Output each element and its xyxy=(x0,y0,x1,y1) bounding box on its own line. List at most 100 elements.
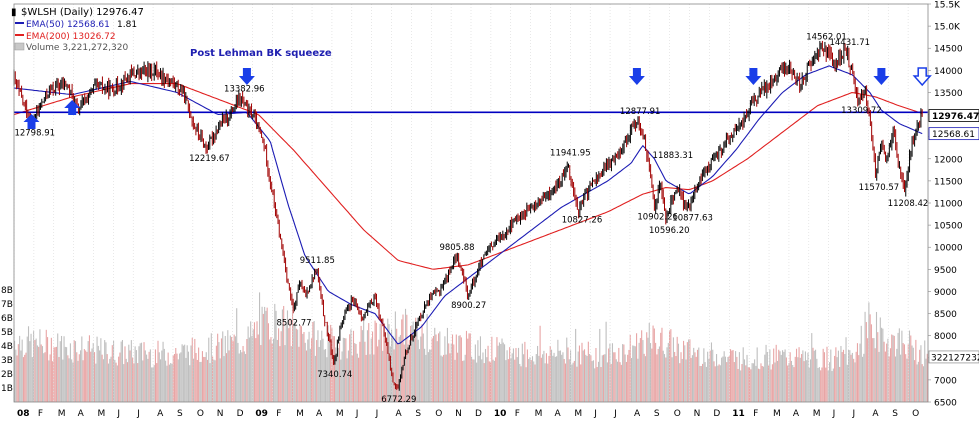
volume-bar xyxy=(865,322,867,402)
volume-bar xyxy=(661,327,663,402)
volume-bar xyxy=(818,367,820,402)
volume-bar xyxy=(97,345,99,402)
volume-bar xyxy=(757,368,759,402)
volume-bar xyxy=(745,365,747,402)
volume-bar xyxy=(717,365,719,402)
volume-bar xyxy=(482,352,484,402)
volume-bar xyxy=(577,351,579,402)
volume-bar xyxy=(624,354,626,402)
volume-bar xyxy=(171,363,173,402)
price-tick-label: 14500 xyxy=(934,45,963,55)
volume-bar xyxy=(422,333,424,402)
volume-bar xyxy=(134,346,136,402)
volume-bar xyxy=(914,360,916,402)
volume-bar xyxy=(869,314,871,402)
ema50-legend: EMA(50) 12568.61 xyxy=(26,20,110,30)
price-tick-label: 9500 xyxy=(934,266,957,276)
volume-bar xyxy=(703,348,705,402)
volume-bar xyxy=(870,324,872,402)
price-tick-label: 14000 xyxy=(934,67,963,77)
volume-bar xyxy=(140,342,143,402)
volume-bar xyxy=(421,324,423,402)
volume-bar xyxy=(837,350,839,402)
volume-bar xyxy=(700,366,702,402)
volume-bar xyxy=(224,335,226,402)
volume-bar xyxy=(236,308,238,402)
volume-bar xyxy=(57,333,59,402)
volume-bar xyxy=(195,353,197,402)
price-annotation: 10596.20 xyxy=(649,226,690,236)
volume-bar xyxy=(463,360,465,402)
volume-bar xyxy=(243,351,245,402)
volume-bar xyxy=(568,359,570,402)
volume-bar xyxy=(217,333,219,402)
volume-bar xyxy=(677,343,680,402)
volume-bar xyxy=(355,344,357,402)
volume-bar xyxy=(341,351,343,402)
volume-bar xyxy=(524,341,526,402)
volume-bar xyxy=(432,335,435,402)
volume-bar xyxy=(886,343,888,402)
volume-legend-swatch xyxy=(14,42,25,51)
volume-bar xyxy=(785,357,787,402)
volume-bar xyxy=(841,352,843,402)
annotations: 12798.91 12219.67 13382.96 8502.77 9511.85 73… xyxy=(14,32,932,405)
volume-bar xyxy=(572,362,574,402)
volume-bar xyxy=(303,332,305,402)
volume-bar xyxy=(374,320,376,402)
volume-bar xyxy=(641,330,643,402)
volume-bar xyxy=(589,354,591,402)
volume-bar xyxy=(425,354,427,402)
volume-bar xyxy=(773,348,775,402)
volume-bar xyxy=(464,354,466,402)
volume-bar xyxy=(669,330,671,402)
volume-bar xyxy=(304,342,306,402)
volume-bar xyxy=(738,352,740,402)
volume-bar xyxy=(265,310,267,402)
volume-bar xyxy=(434,327,436,402)
volume-bar xyxy=(93,352,96,402)
volume-bar xyxy=(783,351,785,402)
volume-bar xyxy=(511,353,513,402)
month-tick-label: F xyxy=(38,409,43,419)
volume-tick-label: 6B xyxy=(1,314,13,324)
volume-bar xyxy=(830,349,832,402)
volume-bar xyxy=(443,354,445,402)
volume-bar xyxy=(359,341,361,402)
volume-bar xyxy=(260,345,262,402)
volume-bar xyxy=(251,336,253,402)
volume-bar xyxy=(231,336,233,402)
price-tick-label: 8000 xyxy=(934,332,957,342)
volume-bar xyxy=(920,345,922,402)
volume-bar xyxy=(663,354,666,402)
volume-bar xyxy=(698,347,700,402)
volume-bar xyxy=(139,343,141,402)
volume-bar xyxy=(62,359,64,402)
volume-bar xyxy=(247,326,249,402)
volume-bar xyxy=(523,354,525,402)
volume-bar xyxy=(587,341,589,402)
volume-bar xyxy=(479,336,481,402)
volume-bar xyxy=(643,353,645,402)
volume-bar xyxy=(396,328,398,402)
month-tick-label: 11 xyxy=(732,409,745,419)
price-annotation: 12219.67 xyxy=(189,154,230,164)
volume-bar xyxy=(793,367,795,402)
volume-bar xyxy=(436,341,438,402)
volume-bar xyxy=(175,347,177,402)
volume-bar xyxy=(317,330,319,402)
volume-bar xyxy=(831,371,833,402)
volume-bar xyxy=(760,363,762,402)
volume-bar xyxy=(332,336,334,402)
volume-bar xyxy=(609,343,611,402)
volume-bar xyxy=(321,330,323,402)
volume-bar xyxy=(897,332,899,402)
volume-bar xyxy=(63,336,65,402)
volume-bar xyxy=(492,359,494,402)
volume-bar xyxy=(308,331,310,402)
volume-bar xyxy=(20,350,22,402)
volume-bar xyxy=(206,359,209,402)
last-ema50-label-box xyxy=(928,127,979,141)
month-tick-label: D xyxy=(475,409,482,419)
